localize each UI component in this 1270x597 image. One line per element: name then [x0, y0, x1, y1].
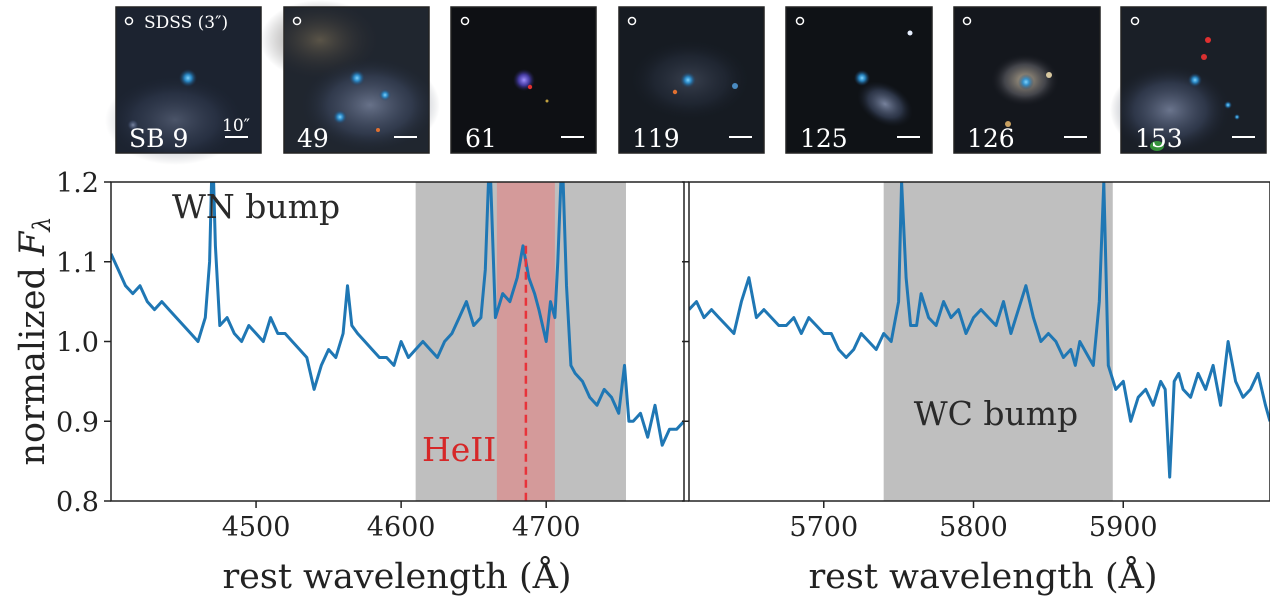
annotation-label: WN bump — [172, 187, 340, 226]
thumbnail-119 — [618, 6, 765, 154]
thumbnail-sb9 — [105, 6, 262, 165]
thumbnail-id-label: 153 — [1135, 124, 1183, 153]
annotation-label: HeII — [422, 430, 496, 469]
thumbnail-125 — [785, 6, 933, 154]
x-tick-label: 4600 — [367, 512, 436, 543]
aperture-circle-icon — [124, 16, 134, 26]
x-tick-label: 4700 — [512, 512, 581, 543]
x-tick-label: 5800 — [939, 512, 1008, 543]
thumbnail-id-label: SB 9 — [129, 124, 188, 153]
y-tick-label: 1.1 — [56, 248, 99, 279]
x-tick-label: 5900 — [1089, 512, 1158, 543]
thumbnail-126 — [953, 6, 1101, 154]
x-axis-label-right: rest wavelength (Å) — [808, 554, 1157, 597]
highlight-band — [883, 182, 1113, 501]
thumbnail-49 — [260, 0, 440, 154]
sdss-aperture-label: SDSS (3″) — [144, 13, 228, 33]
aperture-circle-icon — [460, 16, 470, 26]
y-tick-label: 0.8 — [56, 487, 99, 518]
thumbnail-61 — [450, 6, 597, 154]
aperture-circle-icon — [1130, 16, 1140, 26]
aperture-circle-icon — [292, 16, 302, 26]
spectrum-panel-wc: 5700 5800 5900 WC bump — [682, 181, 1270, 543]
y-axis-label: normalized Fλ — [13, 217, 56, 466]
thumbnail-id-label: 125 — [800, 124, 848, 153]
thumbnail-153 — [1110, 6, 1267, 155]
y-tick-label: 1.0 — [56, 328, 99, 359]
aperture-circle-icon — [627, 16, 637, 26]
thumbnail-id-label: 49 — [297, 124, 329, 153]
y-tick-label: 1.2 — [56, 168, 99, 199]
spectrum-panel-wn: 0.8 0.9 1.0 1.1 1.2 4500 4600 4700 WN bump HeII — [56, 168, 685, 543]
aperture-circle-icon — [795, 16, 805, 26]
scale-bar-label: 10″ — [222, 116, 250, 136]
spectrum-line — [111, 182, 684, 447]
x-axis-label-left: rest wavelength (Å) — [222, 554, 571, 597]
aperture-circle-icon — [962, 16, 972, 26]
x-tick-label: 5700 — [789, 512, 858, 543]
thumbnail-strip: SDSS (3″) 10″ SB 9 49 61 119 125 126 153 — [105, 0, 1267, 165]
spectrum-line — [689, 182, 1270, 479]
annotation-label: WC bump — [914, 394, 1078, 433]
thumbnail-id-label: 126 — [967, 124, 1015, 153]
x-tick-label: 4500 — [222, 512, 291, 543]
thumbnail-id-label: 61 — [465, 124, 497, 153]
y-tick-label: 0.9 — [56, 407, 99, 438]
thumbnail-id-label: 119 — [632, 124, 680, 153]
